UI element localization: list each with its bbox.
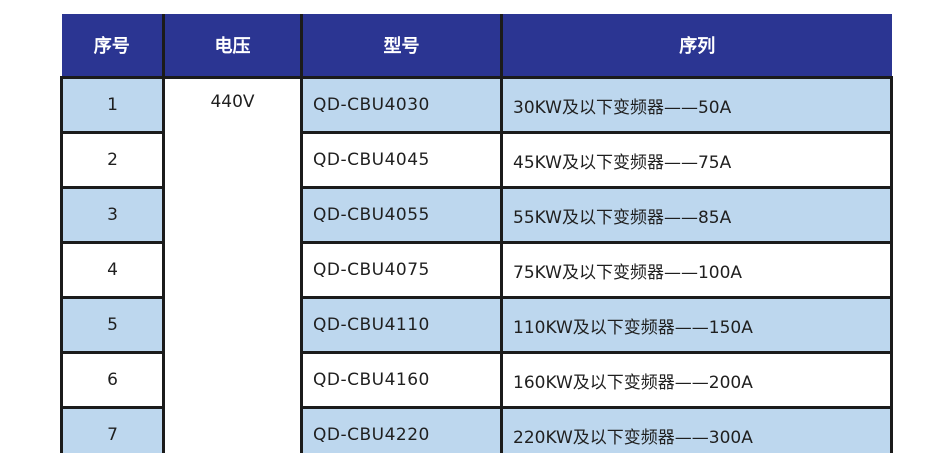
series-cell: 30KW及以下变频器——50A (500, 76, 893, 134)
table-header: 序号 电压 型号 序列 (61, 14, 892, 79)
column-header-voltage: 电压 (162, 14, 303, 79)
column-header-serial: 序号 (61, 14, 165, 79)
serial-cell: 2 (60, 131, 165, 189)
header-row: 序号 电压 型号 序列 (61, 14, 892, 79)
series-cell: 220KW及以下变频器——300A (500, 406, 893, 453)
column-header-series: 序列 (500, 14, 892, 79)
model-cell: QD-CBU4110 (300, 296, 503, 354)
model-cell: QD-CBU4030 (300, 76, 503, 134)
table-row: 5 QD-CBU4110 110KW及以下变频器——150A (60, 296, 893, 354)
table-row: 6 QD-CBU4160 160KW及以下变频器——200A (60, 351, 893, 409)
series-cell: 75KW及以下变频器——100A (500, 241, 893, 299)
model-cell: QD-CBU4075 (300, 241, 503, 299)
model-cell: QD-CBU4160 (300, 351, 503, 409)
serial-cell: 7 (60, 406, 165, 453)
table-row: 7 QD-CBU4220 220KW及以下变频器——300A (60, 406, 893, 453)
model-cell: QD-CBU4220 (300, 406, 503, 453)
spec-table: 序号 电压 型号 序列 1 440V QD-CBU4030 30KW及以下变频器… (60, 14, 893, 453)
series-cell: 160KW及以下变频器——200A (500, 351, 893, 409)
series-cell: 110KW及以下变频器——150A (500, 296, 893, 354)
serial-cell: 6 (60, 351, 165, 409)
table-row: 1 440V QD-CBU4030 30KW及以下变频器——50A (60, 76, 893, 453)
table-row: 4 QD-CBU4075 75KW及以下变频器——100A (60, 241, 893, 299)
table-body: 1 440V QD-CBU4030 30KW及以下变频器——50A 2 QD-C… (60, 76, 893, 453)
model-cell: QD-CBU4045 (300, 131, 503, 189)
serial-cell: 5 (60, 296, 165, 354)
model-cell: QD-CBU4055 (300, 186, 503, 244)
voltage-cell: 440V (162, 76, 303, 453)
series-cell: 45KW及以下变频器——75A (500, 131, 893, 189)
serial-cell: 4 (60, 241, 165, 299)
column-header-model: 型号 (300, 14, 503, 79)
spec-table-container: 序号 电压 型号 序列 1 440V QD-CBU4030 30KW及以下变频器… (60, 14, 893, 453)
series-cell: 55KW及以下变频器——85A (500, 186, 893, 244)
serial-cell: 3 (60, 186, 165, 244)
table-row: 3 QD-CBU4055 55KW及以下变频器——85A (60, 186, 893, 244)
table-row: 2 QD-CBU4045 45KW及以下变频器——75A (60, 131, 893, 189)
serial-cell: 1 (60, 76, 165, 134)
